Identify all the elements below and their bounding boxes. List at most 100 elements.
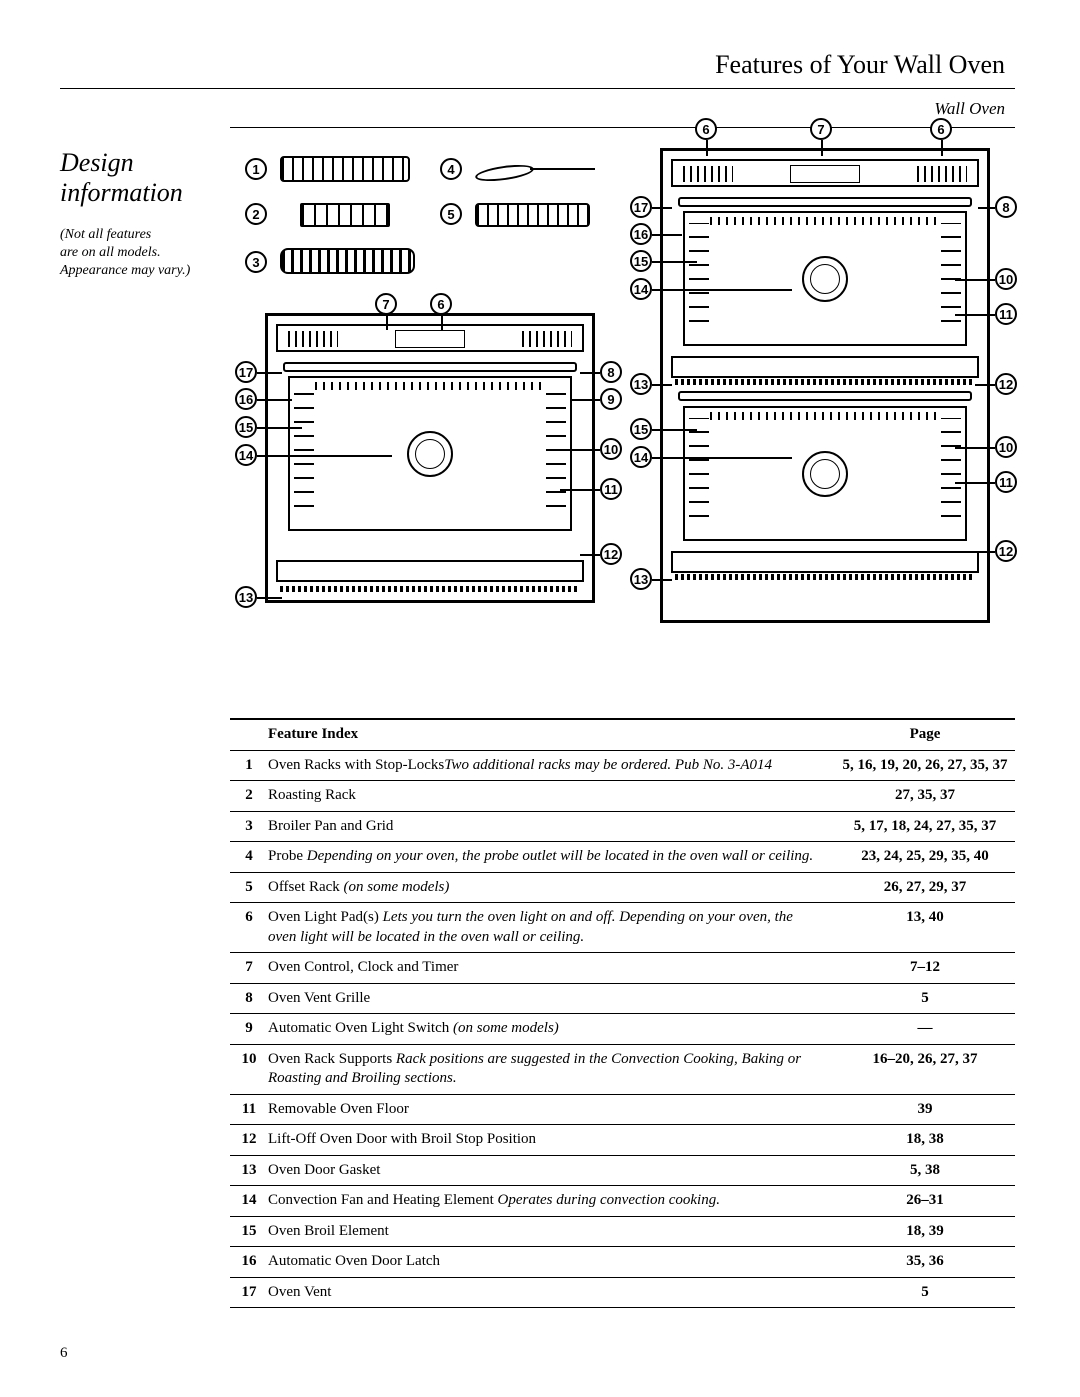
callout-13-s: 13 xyxy=(235,586,257,608)
leader xyxy=(955,482,995,484)
door-gasket-lower xyxy=(675,574,975,580)
oven-handle xyxy=(283,362,577,372)
page-number: 6 xyxy=(60,1345,68,1362)
panel-buttons-left-d xyxy=(683,166,733,182)
leader xyxy=(560,449,600,451)
col-num-head xyxy=(230,725,268,745)
cell-desc-note: (on some models) xyxy=(453,1020,559,1036)
cell-page: 18, 39 xyxy=(835,1222,1015,1242)
table-row: 6Oven Light Pad(s) Lets you turn the ove… xyxy=(230,903,1015,953)
table-row: 4Probe Depending on your oven, the probe… xyxy=(230,842,1015,873)
cell-page: 23, 24, 25, 29, 35, 40 xyxy=(835,847,1015,867)
leader xyxy=(975,384,995,386)
cell-desc: Broiler Pan and Grid xyxy=(268,817,835,837)
cell-desc: Oven Vent Grille xyxy=(268,989,835,1009)
panel-buttons-left xyxy=(288,331,338,347)
callout-6-d2: 6 xyxy=(930,118,952,140)
broil-element-upper xyxy=(710,217,940,225)
callout-6-d1: 6 xyxy=(695,118,717,140)
callout-13-d1: 13 xyxy=(630,373,652,395)
table-row: 12Lift-Off Oven Door with Broil Stop Pos… xyxy=(230,1125,1015,1156)
table-row: 16Automatic Oven Door Latch35, 36 xyxy=(230,1247,1015,1278)
cell-num: 17 xyxy=(230,1283,268,1303)
cell-num: 1 xyxy=(230,756,268,776)
cell-page: 13, 40 xyxy=(835,908,1015,947)
cell-page: 5, 17, 18, 24, 27, 35, 37 xyxy=(835,817,1015,837)
cell-desc-note: Lets you turn the oven light on and off.… xyxy=(268,909,793,945)
table-row: 3Broiler Pan and Grid5, 17, 18, 24, 27, … xyxy=(230,812,1015,843)
cell-desc: Oven Racks with Stop-LocksTwo additional… xyxy=(268,756,835,776)
table-header: Feature Index Page xyxy=(230,720,1015,751)
table-row: 14Convection Fan and Heating Element Ope… xyxy=(230,1186,1015,1217)
table-row: 15Oven Broil Element18, 39 xyxy=(230,1217,1015,1248)
note-l1: (Not all features xyxy=(60,227,151,242)
callout-7-s: 7 xyxy=(375,293,397,315)
rack-supports-left-u xyxy=(689,223,709,334)
note-l2: are on all models. xyxy=(60,245,161,260)
divider-sub xyxy=(230,127,1015,128)
cell-num: 9 xyxy=(230,1019,268,1039)
cell-num: 15 xyxy=(230,1222,268,1242)
leader xyxy=(441,315,443,330)
convection-fan-lower xyxy=(802,451,848,497)
leader xyxy=(955,279,995,281)
leader xyxy=(257,399,292,401)
leader xyxy=(257,372,282,374)
cell-page: 26, 27, 29, 37 xyxy=(835,878,1015,898)
cell-num: 14 xyxy=(230,1191,268,1211)
col-feature-head: Feature Index xyxy=(268,725,835,745)
rack-supports-left-l xyxy=(689,418,709,529)
callout-10-d2: 10 xyxy=(995,436,1017,458)
leader xyxy=(386,315,388,330)
cell-page: 5, 16, 19, 20, 26, 27, 35, 37 xyxy=(835,756,1015,776)
cell-page: 39 xyxy=(835,1100,1015,1120)
panel-display xyxy=(395,330,465,348)
cell-num: 5 xyxy=(230,878,268,898)
cell-desc: Probe Depending on your oven, the probe … xyxy=(268,847,835,867)
leader xyxy=(652,234,682,236)
leader xyxy=(652,261,697,263)
callout-13-d2: 13 xyxy=(630,568,652,590)
cell-desc: Roasting Rack xyxy=(268,786,835,806)
callout-4: 4 xyxy=(440,158,462,180)
roasting-rack-icon xyxy=(300,203,390,227)
cell-num: 2 xyxy=(230,786,268,806)
callout-6-s: 6 xyxy=(430,293,452,315)
convection-fan-upper xyxy=(802,256,848,302)
callout-8-d: 8 xyxy=(995,196,1017,218)
cell-num: 12 xyxy=(230,1130,268,1150)
cell-desc: Oven Control, Clock and Timer xyxy=(268,958,835,978)
sidebar: Design information (Not all features are… xyxy=(60,148,230,668)
cell-desc: Oven Rack Supports Rack positions are su… xyxy=(268,1050,835,1089)
note-l3: Appearance may vary.) xyxy=(60,263,190,278)
cell-desc: Oven Door Gasket xyxy=(268,1161,835,1181)
broil-element-lower xyxy=(710,412,940,420)
table-row: 2Roasting Rack27, 35, 37 xyxy=(230,781,1015,812)
leader xyxy=(652,207,672,209)
table-row: 17Oven Vent5 xyxy=(230,1278,1015,1309)
leader xyxy=(257,455,392,457)
rack-supports-left xyxy=(294,388,314,519)
table-row: 8Oven Vent Grille5 xyxy=(230,984,1015,1015)
callout-17-s: 17 xyxy=(235,361,257,383)
cell-desc: Oven Vent xyxy=(268,1283,835,1303)
oven-handle-upper xyxy=(678,197,972,207)
double-oven-diagram xyxy=(660,148,990,623)
callout-7-d: 7 xyxy=(810,118,832,140)
cell-num: 4 xyxy=(230,847,268,867)
cell-num: 6 xyxy=(230,908,268,947)
leader xyxy=(580,554,600,556)
cell-page: 5, 38 xyxy=(835,1161,1015,1181)
leader xyxy=(652,579,672,581)
leader xyxy=(652,384,672,386)
oven-cavity-lower xyxy=(683,406,967,541)
leader xyxy=(652,289,792,291)
cell-num: 8 xyxy=(230,989,268,1009)
design-heading-l1: Design xyxy=(60,148,134,177)
cell-page: 27, 35, 37 xyxy=(835,786,1015,806)
callout-10-s: 10 xyxy=(600,438,622,460)
callout-14-d2: 14 xyxy=(630,446,652,468)
table-row: 5Offset Rack (on some models)26, 27, 29,… xyxy=(230,873,1015,904)
cell-num: 11 xyxy=(230,1100,268,1120)
leader xyxy=(652,457,792,459)
